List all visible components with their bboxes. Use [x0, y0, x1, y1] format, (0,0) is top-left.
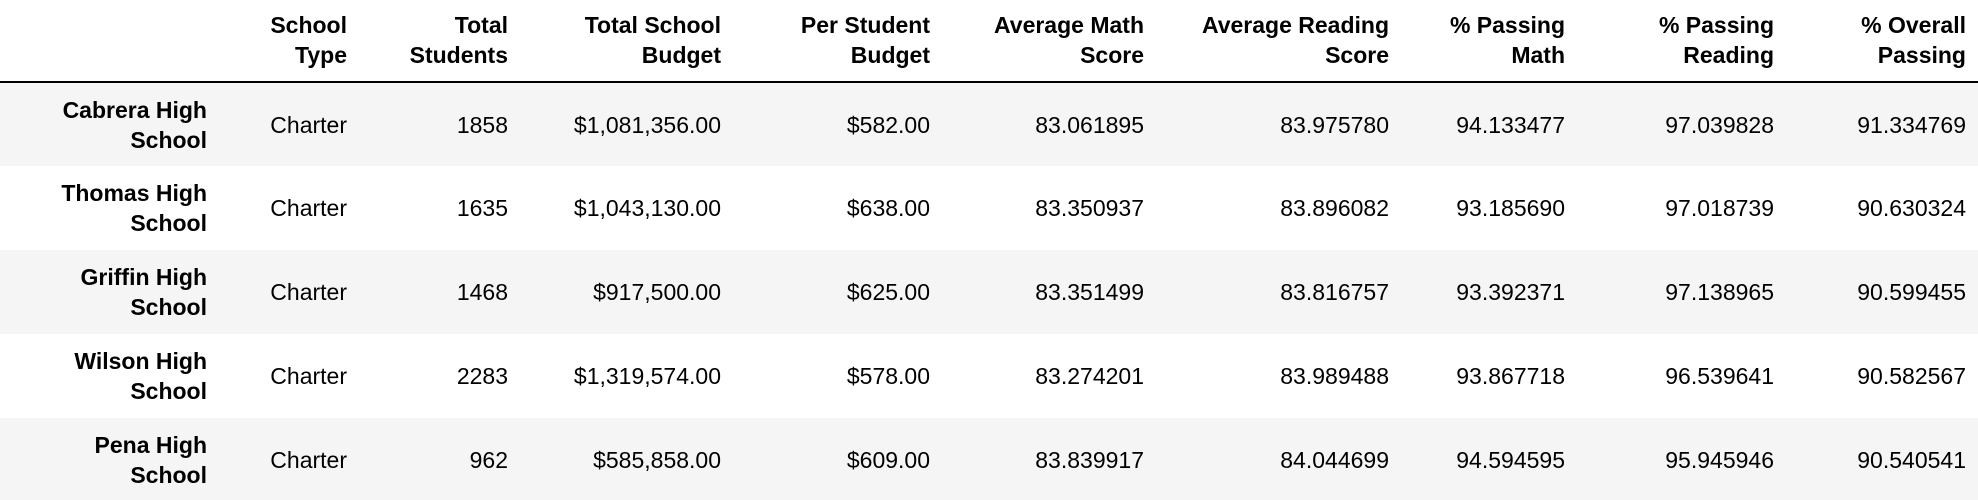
cell-percent-overall-passing: 90.582567 — [1857, 363, 1966, 389]
table-row: Pena High School Charter 962 $585,858.00… — [0, 418, 1978, 500]
cell-total-school-budget: $917,500.00 — [593, 279, 721, 305]
table-row: Thomas High School Charter 1635 $1,043,1… — [0, 166, 1978, 250]
cell-school-type: Charter — [270, 447, 347, 473]
cell-total-students: 2283 — [456, 363, 508, 389]
table-row: Griffin High School Charter 1468 $917,50… — [0, 250, 1978, 334]
cell-total-school-budget: $1,081,356.00 — [573, 111, 721, 138]
cell-total-students: 1635 — [456, 195, 508, 221]
cell-average-math-score: 83.350937 — [1035, 195, 1144, 221]
cell-school-type: Charter — [270, 363, 347, 389]
row-label-school: Cabrera High School — [62, 96, 207, 153]
column-header-average-math-score: Average Math Score — [942, 0, 1156, 83]
cell-per-student-budget: $638.00 — [846, 195, 930, 221]
table-body: Cabrera High School Charter 1858 $1,081,… — [0, 82, 1978, 500]
row-label-school: Griffin High School — [80, 264, 207, 320]
cell-percent-passing-math: 93.867718 — [1456, 363, 1565, 389]
cell-percent-overall-passing: 90.630324 — [1857, 195, 1966, 221]
cell-percent-overall-passing: 91.334769 — [1857, 111, 1966, 138]
cell-total-students: 1858 — [456, 111, 508, 138]
cell-average-reading-score: 83.816757 — [1280, 279, 1389, 305]
cell-percent-passing-math: 94.133477 — [1456, 111, 1565, 138]
cell-total-students: 962 — [469, 447, 508, 473]
cell-total-school-budget: $1,319,574.00 — [573, 363, 721, 389]
cell-percent-passing-reading: 97.039828 — [1665, 111, 1774, 138]
cell-average-reading-score: 84.044699 — [1280, 447, 1389, 473]
cell-average-math-score: 83.061895 — [1035, 111, 1144, 138]
cell-percent-passing-reading: 97.018739 — [1665, 195, 1774, 221]
cell-average-math-score: 83.351499 — [1035, 279, 1144, 305]
cell-percent-passing-math: 94.594595 — [1456, 447, 1565, 473]
cell-per-student-budget: $578.00 — [846, 363, 930, 389]
row-label-school: Thomas High School — [61, 180, 207, 236]
column-header-total-students: Total Students — [359, 0, 520, 83]
cell-total-school-budget: $585,858.00 — [593, 447, 721, 473]
cell-total-students: 1468 — [456, 279, 508, 305]
column-header-percent-passing-reading: % Passing Reading — [1577, 0, 1786, 83]
cell-percent-passing-math: 93.185690 — [1456, 195, 1565, 221]
cell-per-student-budget: $625.00 — [846, 279, 930, 305]
cell-school-type: Charter — [270, 111, 347, 138]
row-label-school: Pena High School — [94, 432, 207, 488]
column-header-percent-overall-passing: % Overall Passing — [1786, 0, 1978, 83]
cell-average-reading-score: 83.896082 — [1280, 195, 1389, 221]
cell-percent-passing-math: 93.392371 — [1456, 279, 1565, 305]
column-header-per-student-budget: Per Student Budget — [733, 0, 942, 83]
column-header-total-school-budget: Total School Budget — [520, 0, 733, 83]
cell-school-type: Charter — [270, 279, 347, 305]
cell-percent-passing-reading: 97.138965 — [1665, 279, 1774, 305]
index-header — [0, 0, 219, 83]
cell-total-school-budget: $1,043,130.00 — [573, 195, 721, 221]
cell-average-math-score: 83.839917 — [1035, 447, 1144, 473]
cell-percent-overall-passing: 90.599455 — [1857, 279, 1966, 305]
column-header-percent-passing-math: % Passing Math — [1401, 0, 1577, 83]
row-label-school: Wilson High School — [74, 348, 207, 404]
cell-percent-overall-passing: 90.540541 — [1857, 447, 1966, 473]
cell-average-reading-score: 83.975780 — [1280, 111, 1389, 138]
cell-percent-passing-reading: 96.539641 — [1665, 363, 1774, 389]
header-row: School Type Total Students Total School … — [0, 0, 1978, 83]
cell-per-student-budget: $582.00 — [846, 111, 930, 138]
cell-percent-passing-reading: 95.945946 — [1665, 447, 1774, 473]
cell-per-student-budget: $609.00 — [846, 447, 930, 473]
table-row: Cabrera High School Charter 1858 $1,081,… — [0, 82, 1978, 166]
table-header: School Type Total Students Total School … — [0, 0, 1978, 83]
table-row: Wilson High School Charter 2283 $1,319,5… — [0, 334, 1978, 418]
column-header-average-reading-score: Average Reading Score — [1156, 0, 1401, 83]
cell-average-math-score: 83.274201 — [1035, 363, 1144, 389]
cell-school-type: Charter — [270, 195, 347, 221]
column-header-school-type: School Type — [219, 0, 359, 83]
cell-average-reading-score: 83.989488 — [1280, 363, 1389, 389]
